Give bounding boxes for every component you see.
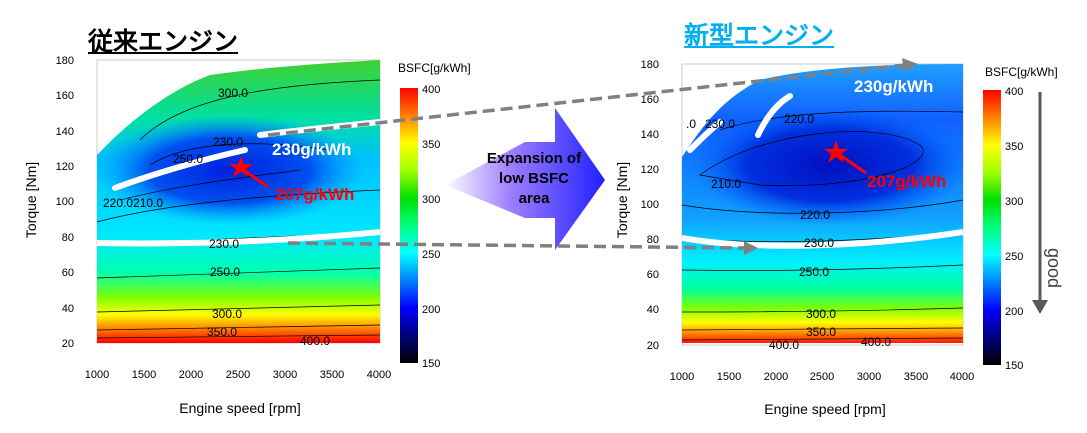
- contour-label: 250.0: [210, 265, 240, 279]
- y-tick: 80: [647, 234, 659, 246]
- x-tick: 3000: [857, 371, 881, 383]
- colorbar-ticks-new: 400 350 300 250 200 150: [1005, 86, 1023, 372]
- x-tick: 4000: [367, 369, 391, 381]
- expansion-arrow: Expansion of low BSFC area: [445, 108, 605, 250]
- contour-label: 220.0: [784, 112, 814, 126]
- chart-title-old: 従来エンジン: [88, 28, 239, 56]
- x-tick: 2000: [764, 371, 788, 383]
- colorbar-tick: 300: [1005, 196, 1023, 208]
- colorbar-tick: 350: [422, 139, 440, 151]
- y-tick: 60: [62, 267, 74, 279]
- contour-label: 350.0: [207, 325, 237, 339]
- y-ticks-new: 20 40 60 80 100 120 140 160 180: [641, 59, 659, 352]
- highlight-label-new: 230g/kWh: [854, 77, 933, 96]
- chart-old-engine: 従来エンジン: [0, 0, 440, 433]
- y-tick: 160: [56, 90, 74, 102]
- contour-label: 250.0: [173, 152, 203, 166]
- y-axis-label-new: Torque [Nm]: [614, 162, 630, 238]
- arrow-down-icon: [1032, 300, 1048, 314]
- x-tick: 2000: [179, 369, 203, 381]
- arrowhead-icon: [744, 241, 758, 255]
- x-ticks-old: 1000 1500 2000 2500 3000 3500 4000: [85, 369, 391, 381]
- colorbar-tick: 200: [422, 304, 440, 316]
- colorbar-old: [400, 88, 418, 363]
- contour-label: .0: [686, 117, 696, 131]
- colorbar-title-old: BSFC[g/kWh]: [398, 61, 471, 75]
- contour-label: 230.0: [213, 135, 243, 149]
- y-tick: 120: [56, 161, 74, 173]
- x-tick: 3500: [320, 369, 344, 381]
- highlight-label-old: 230g/kWh: [272, 140, 351, 159]
- y-tick: 140: [56, 126, 74, 138]
- contour-label: 300.0: [806, 307, 836, 321]
- contour-label: 230.0: [804, 236, 834, 250]
- y-tick: 120: [641, 164, 659, 176]
- best-point-label-old: 207g/kWh: [275, 185, 354, 204]
- colorbar-tick: 400: [422, 84, 440, 96]
- colorbar-tick: 350: [1005, 141, 1023, 153]
- contour-label: 300.0: [218, 86, 248, 100]
- y-tick: 40: [647, 304, 659, 316]
- contour-label: 210.0: [711, 177, 741, 191]
- x-tick: 1000: [670, 371, 694, 383]
- arrow-text-line: low BSFC: [499, 170, 569, 187]
- x-axis-label-old: Engine speed [rpm]: [179, 400, 300, 416]
- contour-label: 230.0: [209, 237, 239, 251]
- y-tick: 160: [641, 94, 659, 106]
- plot-old: 300.0 230.0 250.0 220.0210.0 230.0 250.0…: [23, 55, 471, 416]
- x-tick: 1500: [717, 371, 741, 383]
- colorbar-tick: 400: [1005, 86, 1023, 98]
- colorbar-tick: 150: [422, 358, 440, 370]
- arrowhead-icon: [902, 58, 918, 72]
- y-tick: 140: [641, 129, 659, 141]
- connector-arrows: [267, 63, 906, 250]
- colorbar-tick: 150: [1005, 360, 1023, 372]
- y-tick: 180: [56, 55, 74, 67]
- y-axis-label-old: Torque [Nm]: [23, 162, 39, 238]
- x-ticks-new: 1000 1500 2000 2500 3000 3500 4000: [670, 371, 974, 383]
- y-ticks-old: 20 40 60 80 100 120 140 160 180: [56, 55, 74, 350]
- colorbar-new: [983, 90, 1001, 365]
- colorbar-tick: 250: [422, 249, 440, 261]
- contour-label: 400.0: [300, 334, 330, 348]
- y-tick: 20: [647, 340, 659, 352]
- contour-label: 230.0: [705, 117, 735, 131]
- y-tick: 100: [56, 196, 74, 208]
- x-tick: 3500: [904, 371, 928, 383]
- arrow-text-line: area: [519, 190, 551, 207]
- x-axis-label-new: Engine speed [rpm]: [764, 401, 885, 417]
- colorbar-ticks-old: 400 350 300 250 200 150: [422, 84, 440, 370]
- colorbar-tick: 250: [1005, 251, 1023, 263]
- x-tick: 2500: [810, 371, 834, 383]
- y-tick: 180: [641, 59, 659, 71]
- y-tick: 100: [641, 199, 659, 211]
- colorbar-tick: 200: [1005, 306, 1023, 318]
- x-tick: 4000: [950, 371, 974, 383]
- contour-label: 250.0: [799, 265, 829, 279]
- contour-label: 350.0: [806, 325, 836, 339]
- contour-label: 300.0: [212, 307, 242, 321]
- y-tick: 40: [62, 303, 74, 315]
- arrow-text-line: Expansion of: [487, 150, 582, 167]
- arrow-icon: [445, 108, 605, 250]
- best-point-label-new: 207g/kWh: [867, 172, 946, 191]
- contour-label: 220.0210.0: [103, 196, 163, 210]
- colorbar-tick: 300: [422, 194, 440, 206]
- contour-label: 400.0: [861, 335, 891, 349]
- x-tick: 1000: [85, 369, 109, 381]
- y-tick: 80: [62, 232, 74, 244]
- y-tick: 20: [62, 338, 74, 350]
- x-tick: 1500: [132, 369, 156, 381]
- contour-label: 220.0: [800, 208, 830, 222]
- x-tick: 3000: [273, 369, 297, 381]
- y-tick: 60: [647, 269, 659, 281]
- good-label: good: [1044, 248, 1064, 288]
- chart-title-new: 新型エンジン: [684, 22, 835, 50]
- plot-new: .0 230.0 220.0 210.0 220.0 230.0 250.0 3…: [614, 59, 1064, 417]
- connector-arrow-230-lower: [287, 241, 746, 250]
- contour-label: 400.0: [769, 338, 799, 352]
- x-tick: 2500: [226, 369, 250, 381]
- colorbar-title-new: BSFC[g/kWh]: [985, 65, 1058, 79]
